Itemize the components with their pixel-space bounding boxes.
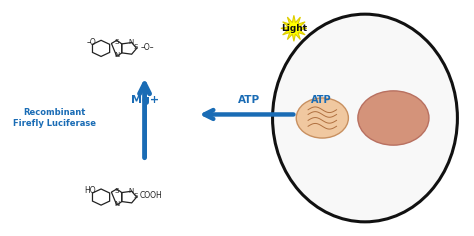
Text: COOH: COOH <box>140 191 163 200</box>
Text: –O–: –O– <box>141 42 155 51</box>
Text: S: S <box>115 188 119 194</box>
Text: N: N <box>114 52 119 58</box>
Text: N: N <box>128 39 134 45</box>
Text: HO: HO <box>84 186 96 195</box>
Text: S: S <box>134 44 138 50</box>
Polygon shape <box>281 15 307 41</box>
Text: Light: Light <box>281 24 307 33</box>
Text: –O: –O <box>86 38 96 46</box>
Text: ATP: ATP <box>238 95 260 105</box>
Ellipse shape <box>358 91 429 145</box>
Text: N: N <box>114 201 119 206</box>
Text: Recombinant
Firefly Luciferase: Recombinant Firefly Luciferase <box>13 108 96 128</box>
Text: ATP: ATP <box>310 95 331 105</box>
Ellipse shape <box>296 98 348 138</box>
Text: N: N <box>128 188 134 194</box>
Text: Mg+: Mg+ <box>130 95 159 105</box>
Ellipse shape <box>273 14 457 222</box>
Text: S: S <box>134 193 138 199</box>
Text: S: S <box>115 39 119 45</box>
